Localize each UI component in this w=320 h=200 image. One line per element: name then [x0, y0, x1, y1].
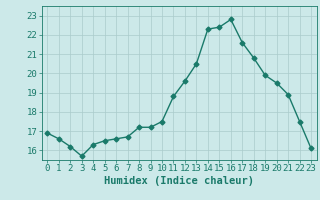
X-axis label: Humidex (Indice chaleur): Humidex (Indice chaleur) — [104, 176, 254, 186]
